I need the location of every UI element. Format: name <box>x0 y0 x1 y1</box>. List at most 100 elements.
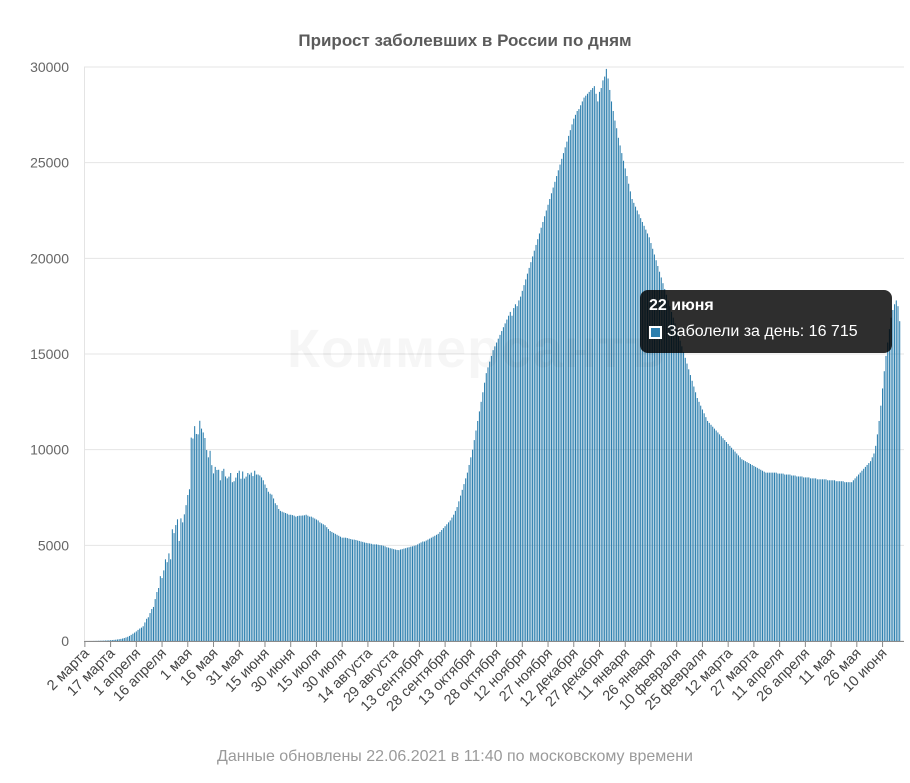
bar[interactable] <box>772 472 774 641</box>
bar[interactable] <box>562 153 565 641</box>
bar[interactable] <box>386 547 388 641</box>
bar[interactable] <box>502 327 504 641</box>
bar[interactable] <box>377 544 379 641</box>
bar[interactable] <box>470 457 472 641</box>
bar[interactable] <box>314 518 316 641</box>
bar[interactable] <box>628 183 630 641</box>
bar[interactable] <box>307 515 309 641</box>
bar[interactable] <box>864 466 866 641</box>
bar[interactable] <box>406 547 408 641</box>
bar[interactable] <box>346 538 348 641</box>
bar[interactable] <box>168 553 170 641</box>
bar[interactable] <box>574 114 577 641</box>
bar[interactable] <box>249 474 251 641</box>
bar[interactable] <box>741 459 743 641</box>
bar[interactable] <box>171 529 173 641</box>
bar[interactable] <box>199 420 201 641</box>
bar[interactable] <box>818 479 820 641</box>
bar[interactable] <box>633 202 635 641</box>
bar[interactable] <box>749 464 751 641</box>
bar[interactable] <box>175 525 177 641</box>
bar[interactable] <box>664 288 666 641</box>
bar[interactable] <box>415 545 417 641</box>
bar[interactable] <box>291 515 293 641</box>
bar[interactable] <box>573 118 575 641</box>
bar[interactable] <box>245 476 247 641</box>
bar[interactable] <box>530 262 532 641</box>
bar[interactable] <box>797 476 800 641</box>
bar[interactable] <box>410 546 412 641</box>
bar[interactable] <box>192 438 194 641</box>
bar[interactable] <box>792 475 794 642</box>
bar[interactable] <box>688 369 690 641</box>
bar[interactable] <box>576 111 578 641</box>
bar[interactable] <box>559 164 561 641</box>
bar[interactable] <box>875 445 877 641</box>
bar[interactable] <box>420 542 422 641</box>
bar[interactable] <box>338 535 340 641</box>
bar[interactable] <box>423 541 426 641</box>
bar[interactable] <box>391 548 393 641</box>
bar[interactable] <box>804 477 806 641</box>
bar[interactable] <box>144 622 146 641</box>
bar[interactable] <box>197 434 199 641</box>
bar[interactable] <box>312 517 314 641</box>
bar[interactable] <box>310 516 312 641</box>
bar[interactable] <box>544 216 546 642</box>
bar[interactable] <box>182 522 184 641</box>
bar[interactable] <box>760 469 762 641</box>
bar[interactable] <box>139 628 141 641</box>
bar[interactable] <box>271 494 273 641</box>
bar[interactable] <box>779 473 781 641</box>
bar[interactable] <box>782 473 784 641</box>
bar[interactable] <box>384 546 386 641</box>
bar[interactable] <box>418 543 420 641</box>
bar[interactable] <box>166 562 168 641</box>
bar[interactable] <box>216 469 218 641</box>
bar[interactable] <box>259 475 261 642</box>
bar[interactable] <box>732 449 734 641</box>
bar[interactable] <box>389 548 391 641</box>
bar[interactable] <box>756 467 758 641</box>
bar[interactable] <box>827 480 829 641</box>
bar[interactable] <box>803 477 805 641</box>
bar[interactable] <box>303 515 305 641</box>
bar[interactable] <box>387 547 390 641</box>
bar[interactable] <box>252 476 254 641</box>
bar[interactable] <box>111 640 113 641</box>
bar[interactable] <box>832 480 834 641</box>
bar[interactable] <box>302 515 304 641</box>
bar[interactable] <box>833 480 836 641</box>
bar[interactable] <box>480 401 482 641</box>
bar[interactable] <box>152 606 155 641</box>
bar[interactable] <box>444 526 446 641</box>
bar[interactable] <box>327 529 329 641</box>
bar[interactable] <box>671 311 673 641</box>
bar[interactable] <box>624 168 626 641</box>
bar[interactable] <box>868 463 870 641</box>
bar[interactable] <box>561 158 563 641</box>
bar[interactable] <box>195 433 197 641</box>
bar[interactable] <box>720 436 722 641</box>
bar[interactable] <box>535 244 537 641</box>
bar[interactable] <box>676 329 678 641</box>
bar[interactable] <box>622 160 625 641</box>
bar[interactable] <box>147 617 149 641</box>
bar[interactable] <box>219 480 221 641</box>
bar[interactable] <box>856 476 858 641</box>
bar[interactable] <box>190 437 192 641</box>
bar[interactable] <box>315 519 317 642</box>
bar[interactable] <box>286 513 288 641</box>
bar[interactable] <box>861 470 863 641</box>
bar[interactable] <box>696 398 698 641</box>
bar[interactable] <box>164 559 167 641</box>
bar[interactable] <box>698 401 700 641</box>
bar[interactable] <box>899 321 901 641</box>
bar[interactable] <box>806 477 808 641</box>
bar[interactable] <box>130 634 132 641</box>
bar[interactable] <box>641 221 643 642</box>
bar[interactable] <box>499 334 501 641</box>
bar[interactable] <box>355 539 357 641</box>
bar[interactable] <box>892 309 894 641</box>
bar[interactable] <box>408 547 410 641</box>
